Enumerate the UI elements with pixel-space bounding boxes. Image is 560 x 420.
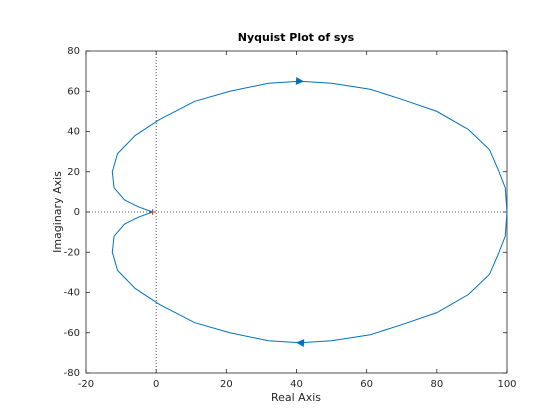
y-tick-label: -40 [64,288,80,299]
x-tick-label: 20 [220,379,233,390]
y-tick-label: -20 [64,247,80,258]
y-tick-label: 20 [67,167,80,178]
direction-arrow [296,339,305,348]
y-tick-label: 0 [74,207,80,218]
x-tick-label: 100 [497,379,516,390]
x-tick-label: 0 [153,379,159,390]
y-axis-label: Imaginary Axis [51,171,64,253]
y-tick-label: 80 [67,46,80,57]
x-tick-label: 60 [360,379,373,390]
direction-arrow [295,76,305,85]
y-tick-label: -60 [64,328,80,339]
nyquist-curve [111,80,508,344]
chart-title: Nyquist Plot of sys [238,31,355,44]
x-tick-label: -20 [78,379,94,390]
x-tick-label: 40 [290,379,303,390]
y-tick-label: -80 [64,368,80,379]
y-tick-label: 60 [67,86,80,97]
critical-point [149,209,156,215]
x-axis-label: Real Axis [271,391,321,404]
x-tick-label: 80 [430,379,443,390]
y-tick-label: 40 [67,127,80,138]
